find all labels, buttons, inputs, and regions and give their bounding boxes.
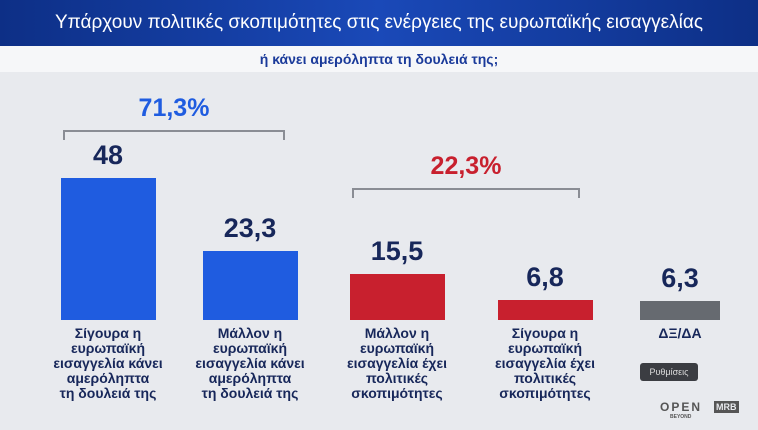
value-label: 6,8 (526, 261, 564, 292)
value-label: 48 (92, 140, 124, 170)
category-label: Σίγουρα η ευρωπαϊκή εισαγγελία κάνει αμε… (53, 325, 163, 401)
chart-title: Υπάρχουν πολιτικές σκοπιμότητες στις ενέ… (0, 0, 758, 46)
category-label: Σίγουρα η ευρωπαϊκή εισαγγελία έχει πολι… (494, 325, 596, 401)
value-label: 15,5 (370, 236, 424, 267)
logo: MRB (714, 401, 739, 413)
bracket (352, 188, 580, 198)
bar (497, 299, 593, 320)
bar (202, 251, 298, 320)
bar (60, 178, 156, 320)
category-label: ΔΞ/ΔΑ (658, 325, 702, 341)
group-total: 71,3% (138, 94, 210, 122)
category-label: Μάλλον η ευρωπαϊκή εισαγγελία έχει πολιτ… (346, 325, 448, 401)
bar (640, 301, 720, 320)
category-label: Μάλλον η ευρωπαϊκή εισαγγελία κάνει αμερ… (195, 325, 305, 401)
logo: OPEN (660, 400, 703, 414)
value-label: 23,3 (223, 213, 277, 244)
chart-subtitle: ή κάνει αμερόληπτα τη δουλειά της; (0, 46, 758, 72)
logo: BEYOND (670, 414, 692, 420)
bar (349, 274, 445, 320)
settings-button[interactable]: Ρυθμίσεις (640, 363, 698, 381)
bracket (63, 130, 285, 140)
value-label: 6,3 (661, 263, 699, 294)
group-total: 22,3% (430, 152, 502, 180)
